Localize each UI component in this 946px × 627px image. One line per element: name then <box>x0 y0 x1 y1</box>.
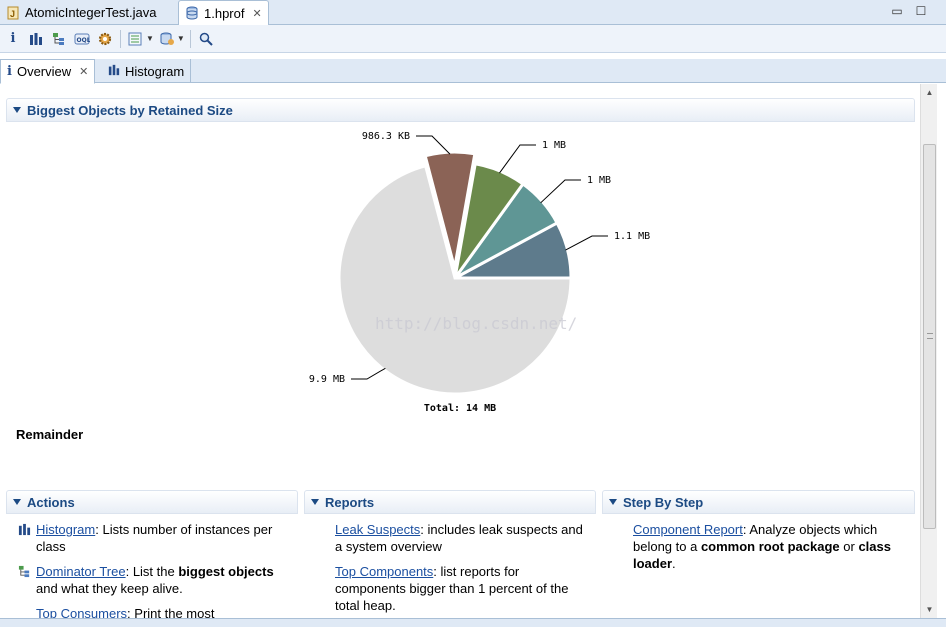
report-icon[interactable] <box>126 29 146 49</box>
component-report-text-pre: : Analyze objects which belong to a <box>633 522 878 554</box>
tab-overview[interactable]: i Overview ✕ <box>0 59 96 84</box>
reports-body: Leak Suspects: includes leak suspects an… <box>315 521 590 618</box>
top-components-description: : list reports for components bigger tha… <box>335 564 569 613</box>
retained-size-pie-chart: 1.1 MB 1 MB 1 MB 986.3 KB 9.9 MB Total: 14 MB <box>280 124 700 424</box>
step-by-step-body: Component Report: Analyze objects which … <box>613 521 903 580</box>
top-consumers-description: : Print the most <box>127 606 215 618</box>
dominator-tree-link[interactable]: Dominator Tree <box>36 564 126 579</box>
tab-label: Overview <box>16 64 72 79</box>
toolbar: i OQL ▼ ▼ <box>0 25 946 53</box>
list-item: Component Report: Analyze objects which … <box>613 521 903 572</box>
query-browser-icon[interactable] <box>157 29 177 49</box>
svg-text:J: J <box>10 9 15 19</box>
leak-suspects-link[interactable]: Leak Suspects <box>335 522 421 537</box>
dominator-text-bold: biggest objects <box>178 564 274 579</box>
slice-label: 1 MB <box>587 175 611 186</box>
editor-tab-label: AtomicIntegerTest.java <box>25 5 157 20</box>
step-by-step-header[interactable]: Step By Step <box>602 490 915 514</box>
histogram-link[interactable]: Histogram <box>36 522 96 537</box>
list-item: Dominator Tree: List the biggest objects… <box>16 563 296 597</box>
pie-slice[interactable] <box>423 150 477 269</box>
histogram-icon <box>108 64 120 79</box>
remainder-label: Remainder <box>16 427 84 442</box>
slice-leader-line <box>540 179 581 204</box>
top-components-link[interactable]: Top Components <box>335 564 434 579</box>
section-title: Step By Step <box>623 494 704 510</box>
editor-tab-bar: J AtomicIntegerTest.java 1.hprof ✕ ▭ ☐ <box>0 0 946 26</box>
chart-total-label: Total: 14 MB <box>424 403 496 414</box>
actions-header[interactable]: Actions <box>6 490 298 514</box>
collapse-icon <box>13 499 21 505</box>
minimize-icon[interactable]: ▭ <box>891 4 903 18</box>
chevron-down-icon[interactable]: ▼ <box>146 34 154 43</box>
bottom-border <box>0 618 946 627</box>
histogram-description: : Lists number of instances per class <box>36 522 273 554</box>
pie-chart-svg: 1.1 MB 1 MB 1 MB 986.3 KB 9.9 MB Total: 14 MB <box>309 131 650 414</box>
histogram-icon[interactable] <box>26 29 46 49</box>
toolbar-separator <box>120 29 121 48</box>
leak-suspects-description: : includes leak suspects and a system ov… <box>335 522 583 554</box>
slice-label: 986.3 KB <box>362 131 410 142</box>
section-title: Actions <box>27 494 75 510</box>
component-report-bold-1: common root package <box>700 539 840 554</box>
search-icon[interactable] <box>196 29 216 49</box>
reports-header[interactable]: Reports <box>304 490 596 514</box>
maximize-icon[interactable]: ☐ <box>915 4 927 18</box>
list-item: Top Consumers: Print the most <box>16 605 296 618</box>
actions-body: Histogram: Lists number of instances per… <box>16 521 296 618</box>
toolbar-separator <box>189 29 191 48</box>
vertical-scrollbar[interactable]: ▲ ▼ <box>920 84 937 618</box>
tab-label: Histogram <box>125 63 185 79</box>
scrollbar-thumb[interactable] <box>923 144 936 529</box>
slice-label: 1 MB <box>542 140 566 151</box>
scroll-up-icon[interactable]: ▲ <box>925 88 934 97</box>
editor-tab-atomicintegertest[interactable]: J AtomicIntegerTest.java <box>0 0 163 25</box>
watermark-text: http://blog.csdn.net/ <box>375 314 578 333</box>
collapse-icon <box>311 499 319 505</box>
editor-tab-hprof[interactable]: 1.hprof ✕ <box>178 0 269 26</box>
heap-dump-icon <box>185 6 199 20</box>
top-consumers-link[interactable]: Top Consumers <box>36 606 128 618</box>
component-report-link[interactable]: Component Report <box>633 522 743 537</box>
tab-histogram[interactable]: Histogram <box>102 59 192 83</box>
editor-tab-label: 1.hprof <box>204 5 245 21</box>
java-file-icon: J <box>6 6 20 20</box>
slice-label: 1.1 MB <box>614 231 650 242</box>
grip-icon <box>927 333 933 339</box>
section-title: Biggest Objects by Retained Size <box>27 102 233 118</box>
component-report-bold-2: class loader <box>633 539 891 571</box>
component-report-text-post: . <box>672 556 676 571</box>
close-icon[interactable]: ✕ <box>79 66 89 78</box>
oql-icon[interactable]: OQL <box>72 29 92 49</box>
dominator-text-pre: : List the <box>125 564 179 579</box>
chevron-down-icon[interactable]: ▼ <box>176 34 185 43</box>
slice-leader-line <box>351 367 386 380</box>
slice-label: 9.9 MB <box>309 374 345 385</box>
list-item: Top Components: list reports for compone… <box>315 563 590 614</box>
section-title: Reports <box>325 494 375 510</box>
component-report-text-mid: or <box>839 539 859 554</box>
info-icon[interactable]: i <box>10 31 16 46</box>
collapse-icon <box>609 499 617 505</box>
dominator-tree-icon <box>18 565 32 579</box>
biggest-objects-header[interactable]: Biggest Objects by Retained Size <box>6 98 915 122</box>
close-icon[interactable]: ✕ <box>252 7 262 20</box>
dominator-text-post: and what they keep alive. <box>36 581 183 596</box>
pie-slice[interactable] <box>337 163 573 396</box>
slice-leader-line <box>499 144 536 174</box>
slice-leader-line <box>565 235 608 251</box>
info-icon: i <box>7 64 12 79</box>
list-item: Leak Suspects: includes leak suspects an… <box>315 521 590 555</box>
list-item: Histogram: Lists number of instances per… <box>16 521 296 555</box>
svg-text:OQL: OQL <box>77 37 91 44</box>
overview-content: Biggest Objects by Retained Size 1.1 MB 1… <box>0 84 920 618</box>
dominator-tree-icon[interactable] <box>49 29 69 49</box>
collapse-icon <box>13 107 21 113</box>
slice-leader-line <box>416 135 451 155</box>
gear-icon[interactable] <box>95 29 115 49</box>
histogram-icon <box>18 523 32 537</box>
scroll-down-icon[interactable]: ▼ <box>925 605 934 614</box>
view-tab-bar: i Overview ✕ Histogram <box>0 59 946 84</box>
